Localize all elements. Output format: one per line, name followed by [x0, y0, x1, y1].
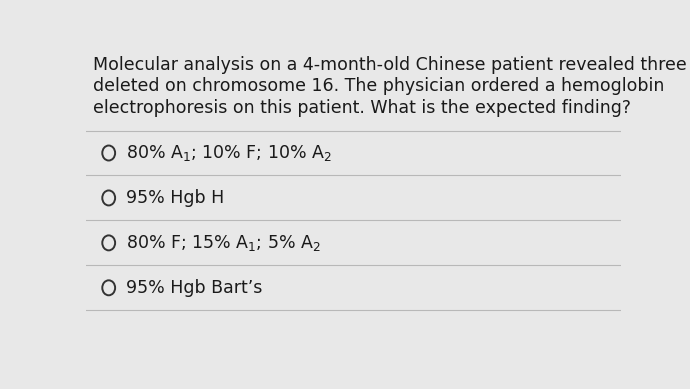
Text: 95% Hgb Bart’s: 95% Hgb Bart’s: [126, 279, 263, 297]
Text: deleted on chromosome 16. The physician ordered a hemoglobin: deleted on chromosome 16. The physician …: [92, 77, 664, 95]
Text: 80% A$_1$; 10% F; 10% A$_2$: 80% A$_1$; 10% F; 10% A$_2$: [126, 143, 333, 163]
Text: 80% F; 15% A$_1$; 5% A$_2$: 80% F; 15% A$_1$; 5% A$_2$: [126, 233, 322, 253]
Text: electrophoresis on this patient. What is the expected finding?: electrophoresis on this patient. What is…: [92, 99, 631, 117]
Text: Molecular analysis on a 4-month-old Chinese patient revealed three: Molecular analysis on a 4-month-old Chin…: [92, 56, 687, 74]
Text: 95% Hgb H: 95% Hgb H: [126, 189, 225, 207]
